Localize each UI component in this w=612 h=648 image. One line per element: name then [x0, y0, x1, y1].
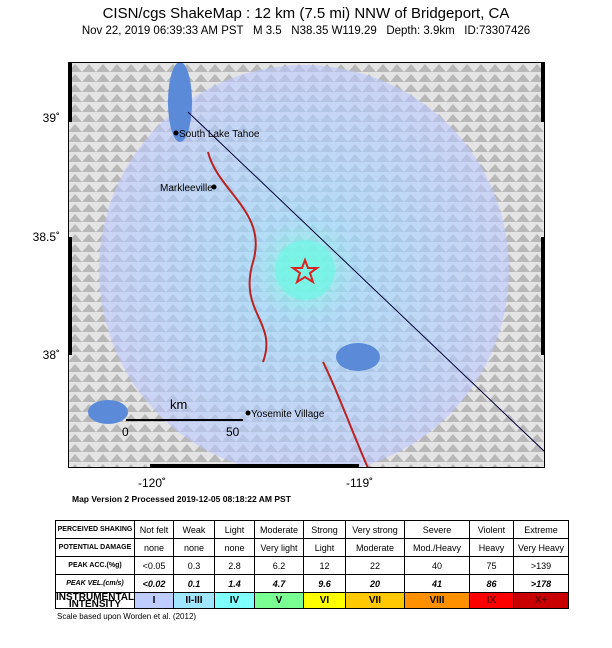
- table-cell: 9.6: [302, 574, 346, 593]
- table-cell: Light: [302, 538, 346, 557]
- table-row: POTENTIAL DAMAGE none none none Very light Li…: [55, 538, 569, 557]
- table-cell: >178: [512, 574, 569, 593]
- table-row: PEAK ACC.(%g) <0.05 0.3 2.8 6.2 12 22 40 75 >139: [55, 556, 569, 575]
- lat-label: 38˚: [42, 348, 60, 362]
- table-cell: <0.02: [133, 574, 174, 593]
- city-label: South Lake Tahoe: [179, 129, 260, 140]
- table-cell: Very strong: [344, 520, 405, 539]
- table-cell: IX: [468, 592, 514, 609]
- table-cell: Violent: [468, 520, 514, 539]
- table-cell: Strong: [302, 520, 346, 539]
- scale-end: 50: [226, 425, 240, 439]
- footer: Scale based upon Worden et al. (2012): [57, 612, 197, 621]
- table-cell: 20: [344, 574, 405, 593]
- table-cell: 2.8: [213, 556, 255, 575]
- lon-label: -119˚: [346, 476, 374, 490]
- scale-start: 0: [122, 425, 129, 439]
- table-cell: Moderate: [253, 520, 304, 539]
- table-cell: 4.7: [253, 574, 304, 593]
- table-cell: Very light: [253, 538, 304, 557]
- table-cell: Moderate: [344, 538, 405, 557]
- table-cell: 0.1: [172, 574, 215, 593]
- table-cell: 1.4: [213, 574, 255, 593]
- table-cell: 41: [403, 574, 470, 593]
- version: Map Version 2 Processed 2019-12-05 08:18…: [72, 494, 291, 504]
- table-cell: V: [253, 592, 304, 609]
- lat-label: 39˚: [42, 111, 60, 125]
- map: South Lake Tahoe Markleeville Yosemite V…: [68, 62, 545, 468]
- table-cell: 75: [468, 556, 514, 575]
- table-cell: Extreme: [512, 520, 569, 539]
- table-cell: Severe: [403, 520, 470, 539]
- table-cell: Not felt: [133, 520, 174, 539]
- table-cell: >139: [512, 556, 569, 575]
- title: CISN/cgs ShakeMap : 12 km (7.5 mi) NNW o…: [102, 5, 510, 22]
- scale-unit: km: [170, 397, 187, 412]
- table-row: INSTRUMENTAL INTENSITY I II-III IV V VI VII VII…: [55, 591, 569, 610]
- lon-label: -120˚: [138, 476, 167, 490]
- table-cell: VI: [302, 592, 346, 609]
- table-cell: <0.05: [133, 556, 174, 575]
- table-cell: X+: [512, 592, 569, 609]
- intensity-table: PERCEIVED SHAKING Not felt Weak Light Modera…: [55, 520, 569, 609]
- table-row: PEAK VEL.(cm/s) <0.02 0.1 1.4 4.7 9.6 20 41 86 >1…: [55, 574, 569, 593]
- city-label: Yosemite Village: [251, 409, 325, 420]
- table-cell: IV: [213, 592, 255, 609]
- table-cell: none: [213, 538, 255, 557]
- table-cell: 22: [344, 556, 405, 575]
- table-cell: VIII: [403, 592, 470, 609]
- table-cell: Weak: [172, 520, 215, 539]
- table-cell: 86: [468, 574, 514, 593]
- lat-label: 38.5˚: [32, 230, 60, 244]
- row-header: INSTRUMENTAL INTENSITY: [55, 591, 135, 610]
- subtitle: Nov 22, 2019 06:39:33 AM PST M 3.5 N38.3…: [81, 25, 531, 37]
- city-label: Markleeville: [160, 183, 213, 194]
- table-cell: Mod./Heavy: [403, 538, 470, 557]
- table-cell: Light: [213, 520, 255, 539]
- table-cell: I: [133, 592, 174, 609]
- table-cell: none: [133, 538, 174, 557]
- row-header: PEAK VEL.(cm/s): [55, 574, 135, 593]
- table-cell: II-III: [172, 592, 215, 609]
- row-header: PERCEIVED SHAKING: [55, 520, 135, 539]
- table-cell: VII: [344, 592, 405, 609]
- row-header: PEAK ACC.(%g): [55, 556, 135, 575]
- table-cell: 6.2: [253, 556, 304, 575]
- table-cell: 0.3: [172, 556, 215, 575]
- table-cell: none: [172, 538, 215, 557]
- table-row: PERCEIVED SHAKING Not felt Weak Light Modera…: [55, 520, 569, 539]
- table-cell: 40: [403, 556, 470, 575]
- table-cell: 12: [302, 556, 346, 575]
- table-cell: Very Heavy: [512, 538, 569, 557]
- row-header: POTENTIAL DAMAGE: [55, 538, 135, 557]
- table-cell: Heavy: [468, 538, 514, 557]
